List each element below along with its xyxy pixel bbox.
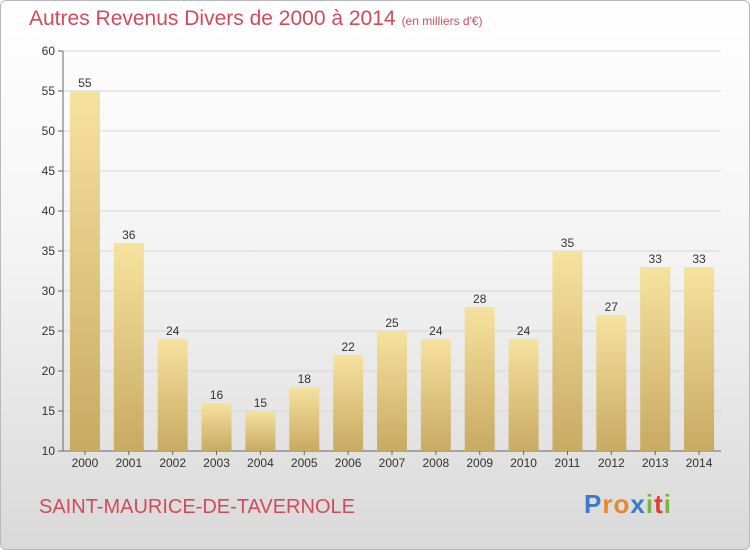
data-label-2002: 24 [166,324,180,338]
y-tick-label: 55 [42,84,56,98]
data-label-2008: 24 [429,324,443,338]
y-tick-label: 50 [42,124,56,138]
bar-2013 [640,267,671,451]
chart-title-text: Autres Revenus Divers de 2000 à 2014 [29,7,396,30]
x-tick-label: 2007 [379,456,406,470]
proxiti-logo[interactable]: Proxiti [584,489,672,520]
bar-2012 [596,315,627,451]
x-tick-label: 2003 [203,456,230,470]
data-label-2009: 28 [473,292,487,306]
bar-2003 [201,403,232,451]
bar-2009 [464,307,495,451]
data-label-2001: 36 [122,228,136,242]
x-tick-label: 2005 [291,456,318,470]
y-tick-label: 45 [42,164,56,178]
bar-2007 [377,331,407,451]
data-label-2012: 27 [605,300,619,314]
bar-2004 [245,411,276,451]
data-label-2004: 15 [254,396,268,410]
x-tick-label: 2001 [115,456,142,470]
y-tick-label: 35 [42,244,56,258]
bars [69,91,715,451]
logo-letter: r [602,489,614,519]
x-tick-label: 2011 [555,456,581,470]
y-tick-label: 20 [42,364,56,378]
x-tick-label: 2013 [642,456,669,470]
bar-2014 [684,267,715,451]
x-tick-label: 2004 [247,456,274,470]
data-label-2006: 22 [341,340,355,354]
logo-letter: P [584,489,603,519]
data-label-2007: 25 [385,316,399,330]
data-label-2011: 35 [561,236,575,250]
bar-2005 [289,387,320,451]
data-label-2005: 18 [298,372,312,386]
data-label-2003: 16 [210,388,224,402]
logo-letter: o [613,489,631,519]
data-label-2010: 24 [517,324,531,338]
bar-2011 [552,251,583,451]
data-label-2000: 55 [78,76,92,90]
logo-letter: x [630,489,646,519]
bar-2001 [113,243,144,451]
y-tick-label: 25 [42,324,56,338]
chart-title: Autres Revenus Divers de 2000 à 2014 (en … [29,7,483,31]
logo-letter: i [663,489,672,519]
bar-2008 [420,339,451,451]
data-label-2013: 33 [649,252,663,266]
data-label-2014: 33 [692,252,706,266]
bar-2006 [333,355,364,451]
x-tick-label: 2006 [335,456,362,470]
y-tick-label: 15 [42,404,56,418]
y-tick-label: 10 [42,444,56,458]
logo-letter: i [645,489,655,519]
x-tick-label: 2008 [423,456,450,470]
logo-letter: t [654,489,664,519]
bar-2000 [69,91,100,451]
data-labels: 55 36 24 16 15 18 22 25 24 28 24 35 27 33 33 [78,76,706,410]
x-tick-label: 2009 [466,456,493,470]
y-tick-label: 30 [42,284,56,298]
town-name: SAINT-MAURICE-DE-TAVERNOLE [39,496,355,518]
x-tick-label: 2012 [598,456,625,470]
chart-unit: (en milliers d'€) [401,14,483,28]
y-tick-label: 60 [42,44,56,58]
bar-2010 [508,339,539,451]
x-tick-label: 2000 [72,456,99,470]
x-tick-label: 2002 [159,456,186,470]
y-tick-label: 40 [42,204,56,218]
x-tick-label: 2010 [510,456,537,470]
bar-2002 [157,339,188,451]
bar-chart: 10 15 20 25 30 35 40 45 50 55 60 2000 2001 2002 2003 20… [42,44,721,470]
x-tick-label: 2014 [686,456,713,470]
